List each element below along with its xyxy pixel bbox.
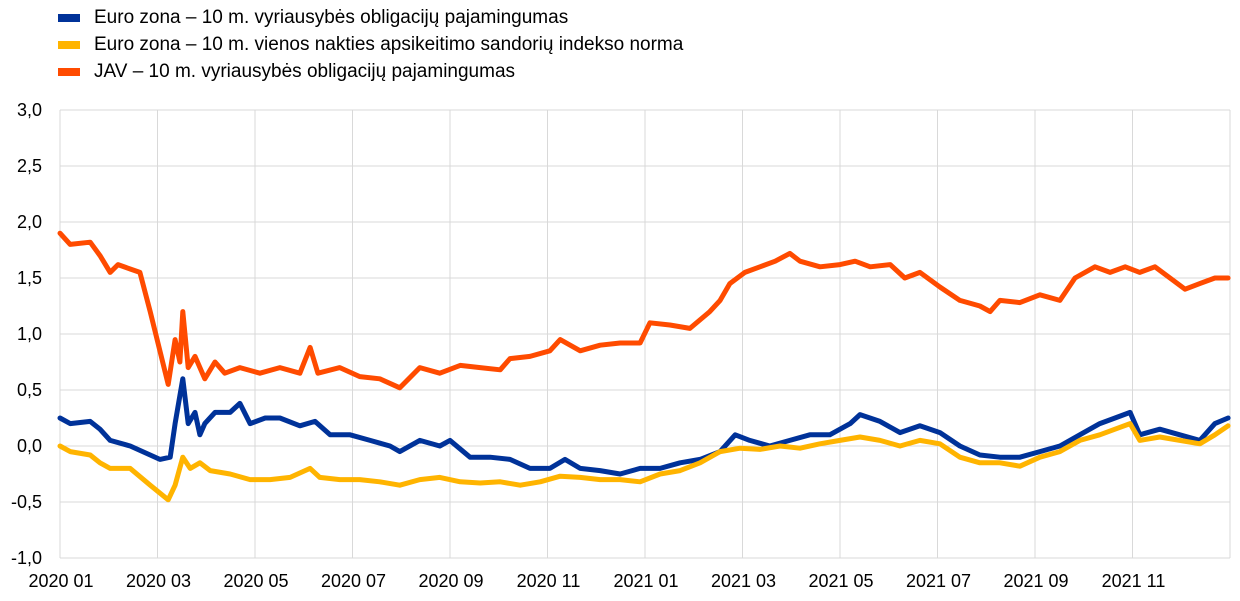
x-tick-label: 2021 11 (1102, 571, 1166, 591)
chart-legend: Euro zona – 10 m. vyriausybės obligacijų… (58, 4, 683, 85)
legend-item-us-gov-yield: JAV – 10 m. vyriausybės obligacijų pajam… (58, 58, 683, 85)
y-tick-label: 1,5 (17, 268, 42, 288)
legend-label: Euro zona – 10 m. vienos nakties apsikei… (94, 33, 684, 55)
x-tick-label: 2021 01 (613, 571, 678, 591)
series-line-2 (57, 230, 1231, 391)
legend-item-ea-gov-yield: Euro zona – 10 m. vyriausybės obligacijų… (58, 4, 683, 31)
y-tick-label: 2,0 (17, 212, 42, 232)
x-tick-label: 2020 09 (418, 571, 483, 591)
legend-swatch (58, 13, 80, 22)
legend-label: JAV – 10 m. vyriausybės obligacijų pajam… (94, 60, 516, 82)
series-line-1 (57, 421, 1231, 503)
x-tick-label: 2021 07 (906, 571, 971, 591)
y-tick-label: 3,0 (17, 100, 42, 120)
legend-swatch (58, 40, 80, 49)
x-tick-label: 2020 03 (126, 571, 191, 591)
x-tick-label: 2021 09 (1003, 571, 1068, 591)
legend-label: Euro zona – 10 m. vyriausybės obligacijų… (94, 6, 569, 28)
x-tick-label: 2020 11 (517, 571, 581, 591)
y-tick-label: 0,0 (17, 436, 42, 456)
legend-item-ea-ois-rate: Euro zona – 10 m. vienos nakties apsikei… (58, 31, 683, 58)
x-tick-label: 2020 07 (321, 571, 386, 591)
x-tick-label: 2020 01 (28, 571, 93, 591)
y-tick-label: 0,5 (17, 380, 42, 400)
y-tick-label: 2,5 (17, 156, 42, 176)
series-line-0 (57, 376, 1231, 477)
y-tick-label: -1,0 (11, 548, 42, 568)
y-tick-label: -0,5 (11, 492, 42, 512)
x-tick-label: 2020 05 (223, 571, 288, 591)
x-tick-label: 2021 03 (711, 571, 776, 591)
y-tick-label: 1,0 (17, 324, 42, 344)
x-tick-label: 2021 05 (808, 571, 873, 591)
legend-swatch (58, 67, 80, 76)
